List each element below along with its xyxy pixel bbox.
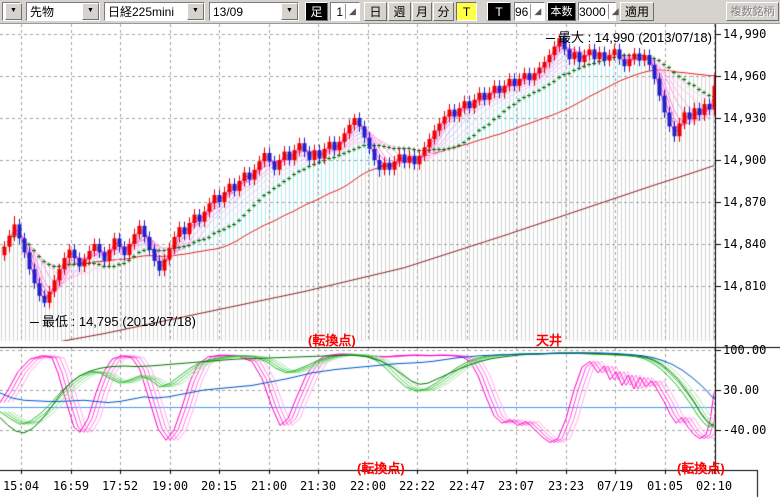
time-tick-label: 21:00 — [250, 479, 288, 493]
time-tick-label: 15:04 — [2, 479, 40, 493]
annotation-connector — [30, 322, 39, 324]
time-tick-label: 16:59 — [52, 479, 90, 493]
chevron-down-icon: ▼ — [187, 3, 204, 20]
session-low-annotation: 最低 : 14,795 (2013/07/18) — [30, 311, 196, 330]
contract-month-select[interactable]: 13/09 ▼ — [209, 2, 299, 21]
contract-month-value: 13/09 — [213, 4, 244, 19]
period-day-button[interactable]: 日 — [364, 2, 387, 21]
signal-ceiling: 天井 — [536, 333, 563, 348]
time-tick-label: 02:10 — [695, 479, 733, 493]
tick-count-input[interactable]: 96 ◢ — [514, 2, 545, 21]
honsu-label-button[interactable]: 本数 — [547, 2, 576, 21]
session-high-annotation: 最大 : 14,990 (2013/07/18) — [546, 27, 712, 46]
tick-count-value: 96 — [515, 4, 529, 19]
spin-handle-icon[interactable]: ◢ — [345, 4, 359, 19]
instrument-select-value: 日経225mini — [108, 5, 175, 19]
time-tick-label: 22:47 — [448, 479, 486, 493]
signal-tenkan-top: (転換点) — [308, 333, 356, 348]
price-tick-label: 14,810 — [723, 279, 767, 293]
time-tick-label: 22:00 — [349, 479, 387, 493]
symbol-stub-dropdown[interactable]: ▼ — [2, 2, 22, 21]
market-select[interactable]: 先物 ▼ — [26, 2, 100, 21]
time-tick-label: 17:52 — [101, 479, 139, 493]
time-tick-label: 23:23 — [547, 479, 585, 493]
period-week-button[interactable]: 週 — [388, 2, 411, 21]
signal-tenkan-bottom-left: (転換点) — [357, 461, 405, 476]
time-tick-label: 19:00 — [151, 479, 189, 493]
interval-input[interactable]: 1 ◢ — [330, 2, 360, 21]
time-tick-label: 23:07 — [497, 479, 535, 493]
signal-tenkan-bottom-right: (転換点) — [677, 461, 725, 476]
oscillator-tick-label: 100.00 — [723, 343, 767, 357]
annotation-connector — [546, 38, 555, 40]
oscillator-tick-label: 30.00 — [723, 383, 760, 397]
time-tick-label: 21:30 — [299, 479, 337, 493]
interval-value: 1 — [336, 4, 343, 19]
period-tick-button-active[interactable]: T — [456, 2, 477, 21]
time-tick-label: 07/19 — [596, 479, 634, 493]
spin-handle-icon[interactable]: ◢ — [530, 4, 544, 19]
apply-button[interactable]: 適用 — [620, 2, 654, 21]
period-minute-button[interactable]: 分 — [433, 2, 454, 21]
time-tick-label: 22:22 — [398, 479, 436, 493]
price-tick-label: 14,990 — [723, 27, 767, 41]
time-tick-label: 01:05 — [646, 479, 684, 493]
honsu-count-value: 3000 — [579, 4, 606, 19]
time-tick-label: 20:15 — [200, 479, 238, 493]
chevron-down-icon: ▼ — [281, 3, 298, 20]
tick-label-button[interactable]: T — [487, 2, 511, 21]
multi-symbol-button: 複数銘柄 — [726, 2, 779, 21]
price-tick-label: 14,930 — [723, 111, 767, 125]
price-tick-label: 14,840 — [723, 237, 767, 251]
honsu-count-input[interactable]: 3000 ◢ — [578, 2, 619, 21]
price-tick-label: 14,870 — [723, 195, 767, 209]
chevron-down-icon: ▼ — [5, 3, 22, 20]
price-tick-label: 14,960 — [723, 69, 767, 83]
ashi-label-button[interactable]: 足 — [305, 2, 328, 21]
instrument-select[interactable]: 日経225mini ▼ — [104, 2, 205, 21]
toolbar: ▼ 先物 ▼ 日経225mini ▼ 13/09 ▼ 足 1 ◢ 日 週 月 分… — [0, 0, 780, 24]
chevron-down-icon: ▼ — [82, 3, 99, 20]
market-select-value: 先物 — [30, 5, 55, 19]
oscillator-tick-label: -40.00 — [723, 423, 767, 437]
period-month-button[interactable]: 月 — [412, 2, 432, 21]
price-tick-label: 14,900 — [723, 153, 767, 167]
spin-handle-icon[interactable]: ◢ — [607, 4, 622, 19]
